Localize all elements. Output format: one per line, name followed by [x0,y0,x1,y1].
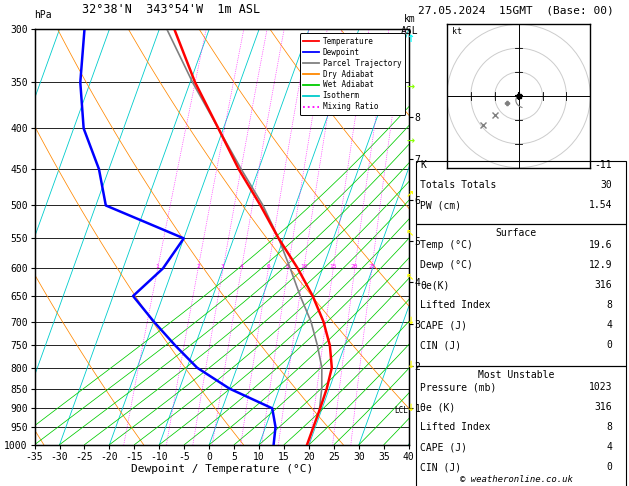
X-axis label: Dewpoint / Temperature (°C): Dewpoint / Temperature (°C) [131,465,313,474]
Text: ↖: ↖ [406,228,414,238]
Text: ↓: ↓ [406,360,414,369]
Text: Dewp (°C): Dewp (°C) [420,260,473,270]
Text: CIN (J): CIN (J) [420,340,461,350]
Text: 1: 1 [156,264,160,269]
Text: 19.6: 19.6 [589,240,612,250]
Text: ↑: ↑ [406,34,414,44]
Text: 2: 2 [196,264,200,269]
Text: Surface: Surface [496,228,537,238]
Text: CIN (J): CIN (J) [420,462,461,472]
Text: LCL: LCL [394,406,408,415]
Text: 12.9: 12.9 [589,260,612,270]
Text: Temp (°C): Temp (°C) [420,240,473,250]
Text: 30: 30 [600,180,612,190]
Text: ↗: ↗ [406,190,414,199]
Text: 3: 3 [221,264,225,269]
Text: hPa: hPa [35,10,52,20]
Text: 6: 6 [266,264,270,269]
Text: Most Unstable: Most Unstable [478,370,554,380]
Text: 8: 8 [606,300,612,310]
Text: CAPE (J): CAPE (J) [420,320,467,330]
Text: 4: 4 [606,320,612,330]
Legend: Temperature, Dewpoint, Parcel Trajectory, Dry Adiabat, Wet Adiabat, Isotherm, Mi: Temperature, Dewpoint, Parcel Trajectory… [299,33,405,115]
Text: ASL: ASL [401,26,419,36]
Text: Pressure (mb): Pressure (mb) [420,382,496,392]
Text: θe (K): θe (K) [420,402,455,412]
Text: 4: 4 [606,442,612,452]
Text: 25: 25 [368,264,376,269]
Text: Lifted Index: Lifted Index [420,422,491,432]
Text: 4: 4 [240,264,243,269]
Text: 0: 0 [606,340,612,350]
Text: 32°38'N  343°54'W  1m ASL: 32°38'N 343°54'W 1m ASL [82,2,260,16]
Text: Lifted Index: Lifted Index [420,300,491,310]
Text: 0: 0 [606,462,612,472]
Text: Totals Totals: Totals Totals [420,180,496,190]
Text: 10: 10 [300,264,308,269]
Text: ↖: ↖ [406,272,414,282]
Text: PW (cm): PW (cm) [420,200,461,210]
Text: km: km [404,14,416,24]
Text: 1023: 1023 [589,382,612,392]
Text: 20: 20 [351,264,359,269]
Text: θe(K): θe(K) [420,280,450,290]
Text: CAPE (J): CAPE (J) [420,442,467,452]
Text: ↓: ↓ [406,316,414,326]
Text: 8: 8 [286,264,290,269]
Text: 1.54: 1.54 [589,200,612,210]
Text: kt: kt [452,27,462,36]
Text: 15: 15 [330,264,337,269]
Text: K: K [420,160,426,170]
Text: -11: -11 [594,160,612,170]
Text: →: → [406,136,414,146]
Text: 8: 8 [606,422,612,432]
Text: 316: 316 [594,280,612,290]
Text: 27.05.2024  15GMT  (Base: 00): 27.05.2024 15GMT (Base: 00) [418,5,614,16]
Text: ↓: ↓ [406,403,414,413]
Text: →: → [406,83,414,92]
Text: © weatheronline.co.uk: © weatheronline.co.uk [460,474,572,484]
Text: 316: 316 [594,402,612,412]
